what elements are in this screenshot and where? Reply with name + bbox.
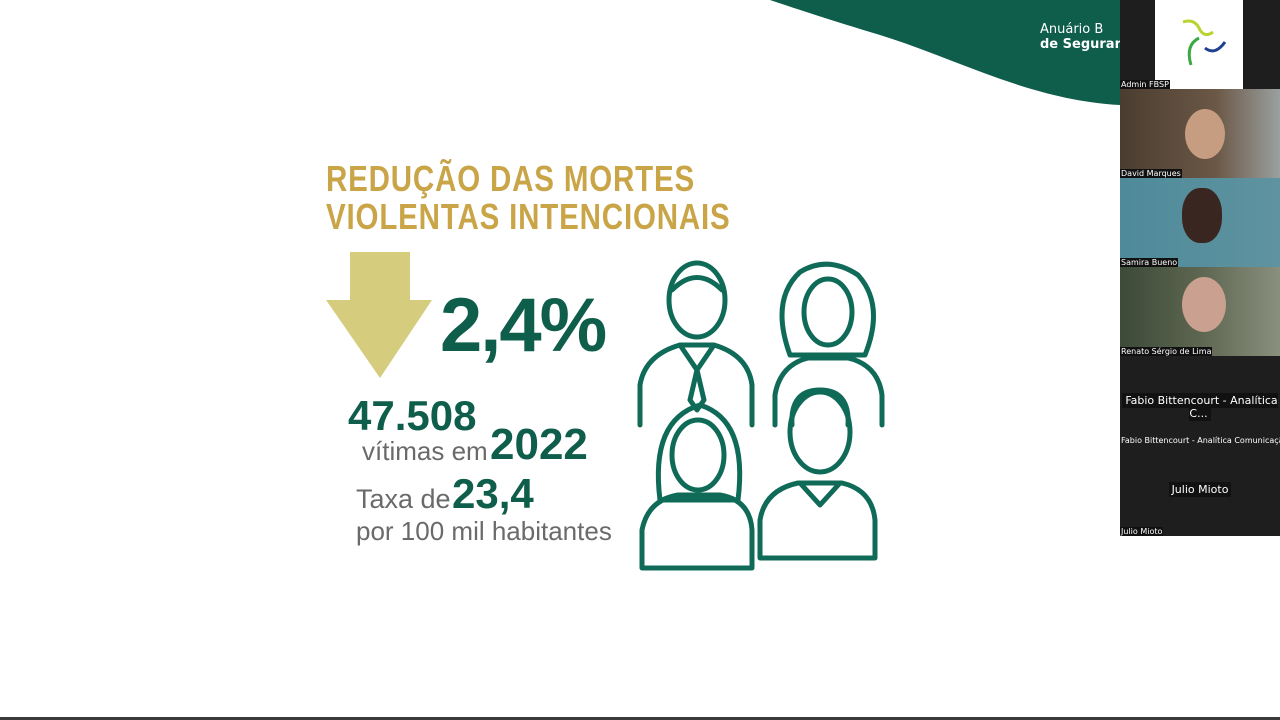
participant-tile[interactable]: Renato Sérgio de Lima xyxy=(1120,267,1280,356)
participant-tile[interactable]: Julio Mioto Julio Mioto xyxy=(1120,445,1280,536)
participant-name: Julio Mioto xyxy=(1120,527,1164,536)
participant-tile[interactable]: Admin FBSP xyxy=(1120,0,1280,89)
participant-name: Samira Bueno xyxy=(1120,258,1179,267)
slide-title: REDUÇÃO DAS MORTES VIOLENTAS INTENCIONAI… xyxy=(326,160,731,236)
header-wave xyxy=(770,0,1120,105)
participant-video xyxy=(1182,188,1222,243)
bottom-border xyxy=(0,717,1280,720)
header-title: Anuário B xyxy=(1040,22,1104,37)
fbsp-logo xyxy=(1155,0,1243,89)
participant-name: Renato Sérgio de Lima xyxy=(1120,347,1213,356)
participant-name: Admin FBSP xyxy=(1120,80,1170,89)
participant-video xyxy=(1182,277,1226,332)
down-arrow-icon xyxy=(326,252,432,378)
victims-count: 47.508 xyxy=(348,392,477,439)
participant-tile[interactable]: Samira Bueno xyxy=(1120,178,1280,267)
people-icon xyxy=(637,260,885,571)
reduction-percentage: 2,4% xyxy=(440,283,607,368)
participant-display-name: Julio Mioto xyxy=(1168,482,1232,497)
participant-tile[interactable]: Fabio Bittencourt - Analítica C... Fabio… xyxy=(1120,356,1280,445)
header-subtitle: de Segurança xyxy=(1040,37,1141,52)
title-line-1: REDUÇÃO DAS MORTES xyxy=(326,158,696,199)
rate-unit: por 100 mil habitantes xyxy=(356,516,612,546)
participant-name: David Marques xyxy=(1120,169,1182,178)
participant-video xyxy=(1185,109,1225,159)
title-line-2: VIOLENTAS INTENCIONAIS xyxy=(326,196,731,237)
year: 2022 xyxy=(490,420,588,469)
rate-label: Taxa de xyxy=(356,484,451,514)
participants-panel: Admin FBSP David Marques Samira Bueno Re… xyxy=(1120,0,1280,536)
participant-name: Fabio Bittencourt - Analítica Comunicaçã… xyxy=(1121,436,1280,445)
rate-value: 23,4 xyxy=(452,470,534,517)
participant-display-name: Fabio Bittencourt - Analítica C... xyxy=(1122,393,1278,421)
victims-label: vítimas em xyxy=(362,436,488,466)
participant-tile[interactable]: David Marques xyxy=(1120,89,1280,178)
